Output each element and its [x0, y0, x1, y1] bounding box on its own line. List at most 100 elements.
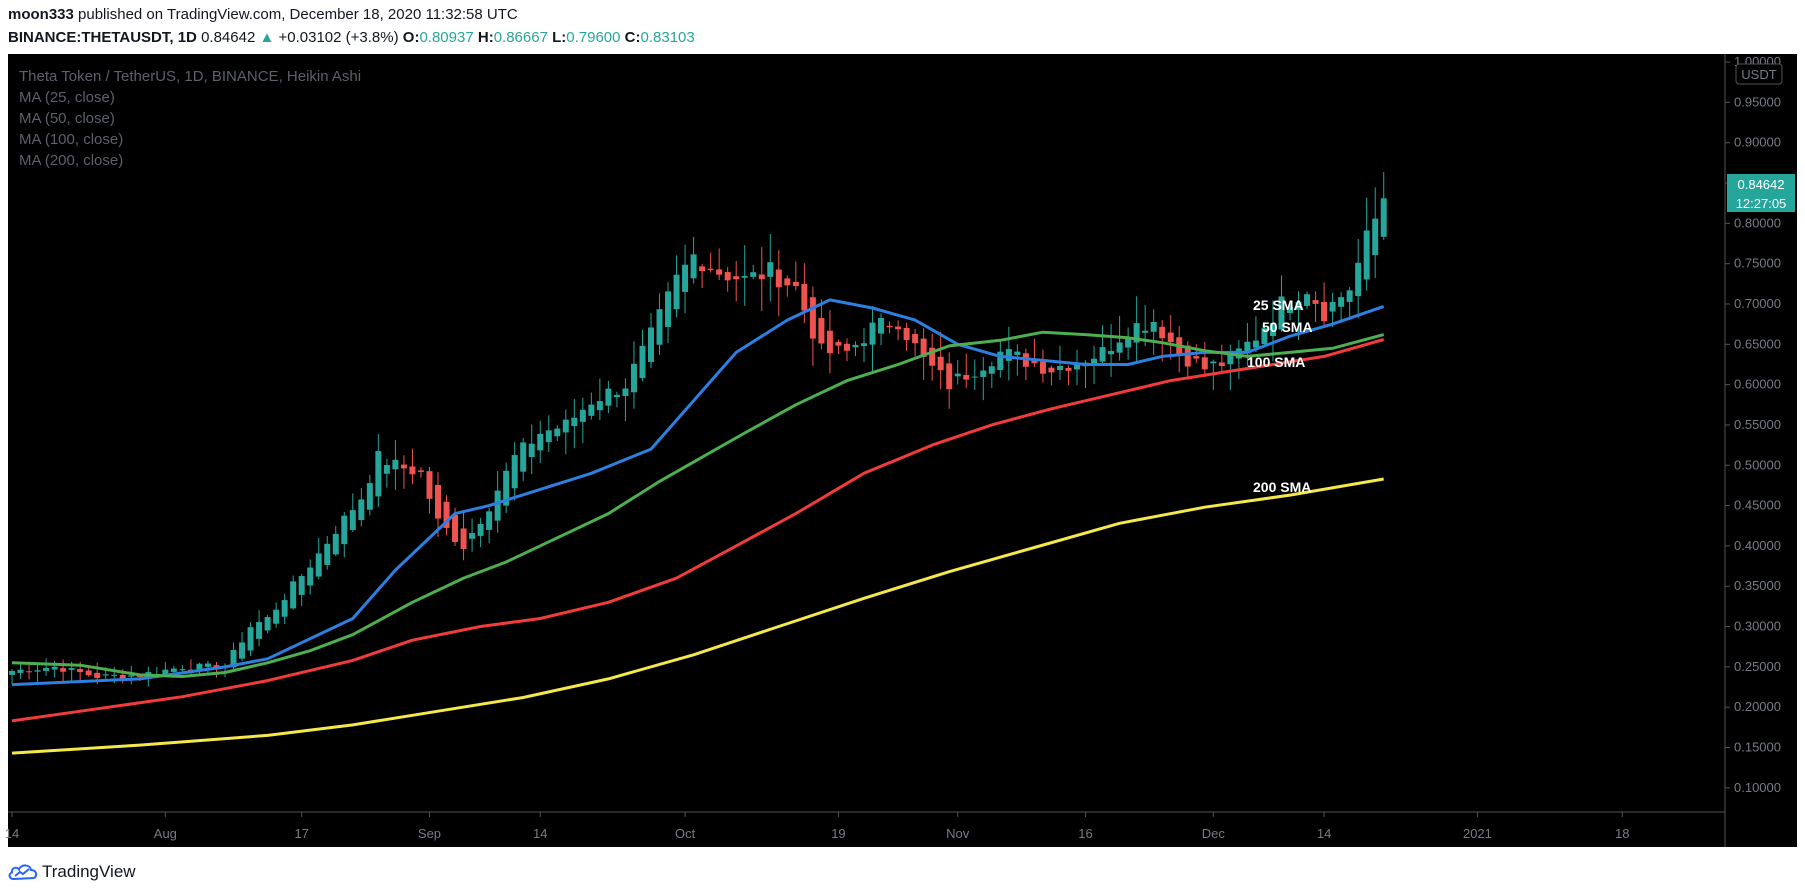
candle-body [358, 499, 365, 521]
candle-body [724, 272, 731, 281]
price-tick-label: 0.20000 [1734, 699, 1781, 714]
candle-body [136, 675, 143, 677]
time-tick-label: 18 [1615, 826, 1629, 841]
candle-body [281, 600, 288, 617]
candlestick-series [9, 172, 1387, 687]
candle-body [767, 262, 774, 277]
candle-body [843, 343, 850, 351]
candle-body [869, 322, 876, 345]
candle-body [1312, 300, 1319, 304]
candle-body [1074, 362, 1080, 370]
candle-body [630, 363, 637, 393]
price-tick-label: 0.65000 [1734, 336, 1781, 351]
candle-body [801, 283, 808, 311]
candle-body [460, 528, 467, 550]
last-price-marker: 0.84642 12:27:05 [1727, 174, 1795, 212]
candle-body [349, 510, 356, 530]
candle-body [1278, 296, 1285, 330]
candle-body [366, 483, 373, 510]
candle-body [290, 581, 297, 609]
candle-body [1269, 322, 1276, 337]
candle-body [937, 356, 944, 371]
time-tick-label: Aug [154, 826, 177, 841]
price-tick-label: 0.90000 [1734, 135, 1781, 150]
sma-annotations: 25 SMA 50 SMA 100 SMA 200 SMA [1247, 297, 1313, 495]
tradingview-cloud-icon [8, 864, 38, 881]
candle-body [1048, 367, 1055, 373]
candle-body [128, 675, 135, 677]
candle-body [963, 374, 970, 380]
candle-body [528, 443, 535, 458]
tradingview-footer[interactable]: TradingView [8, 861, 136, 883]
candle-body [878, 317, 885, 334]
candle-body [1031, 360, 1038, 364]
price-tick-label: 0.35000 [1734, 578, 1781, 593]
low-value: 0.79600 [566, 29, 621, 46]
candle-body [792, 281, 799, 287]
candle-body [196, 663, 203, 670]
price-tick-label: 0.45000 [1734, 498, 1781, 513]
candle-body [707, 268, 714, 271]
candle-body [1099, 347, 1106, 362]
candle-body [94, 672, 101, 678]
candle-body [34, 670, 41, 672]
candle-body [997, 351, 1004, 371]
author-name[interactable]: moon333 [8, 6, 74, 23]
candle-body [758, 274, 765, 280]
candle-body [383, 464, 390, 474]
publish-info: moon333 published on TradingView.com, De… [8, 6, 518, 23]
candle-body [1108, 350, 1115, 355]
candle-body [102, 674, 109, 676]
legend-ma-100[interactable]: MA (100, close) [19, 131, 123, 148]
legend-ma-200[interactable]: MA (200, close) [19, 152, 123, 169]
close-value: 0.83103 [640, 29, 695, 46]
price-tick-label: 0.10000 [1734, 780, 1781, 795]
candle-body [1380, 198, 1387, 237]
time-tick-label: 14 [533, 826, 547, 841]
candle-body [119, 674, 126, 679]
open-value: 0.80937 [419, 29, 474, 46]
time-tick-label: Oct [675, 826, 696, 841]
legend-ma-50[interactable]: MA (50, close) [19, 110, 115, 127]
time-tick-label: Dec [1202, 826, 1226, 841]
candle-body [775, 269, 782, 288]
candle-body [179, 669, 186, 671]
symbol-name[interactable]: BINANCE:THETAUSDT, 1D [8, 29, 197, 46]
candle-body [1261, 328, 1268, 345]
time-tick-label: Sep [418, 826, 441, 841]
published-text: published on TradingView.com, December 1… [78, 6, 518, 23]
candle-body [596, 401, 603, 411]
candle-body [716, 269, 723, 275]
candle-body [1065, 368, 1072, 371]
currency-badge[interactable]: USDT [1735, 63, 1783, 85]
candle-body [1005, 349, 1012, 361]
price-axis-panel[interactable] [1725, 54, 1797, 847]
symbol-info-bar: BINANCE:THETAUSDT, 1D 0.84642 ▲ +0.03102… [8, 29, 695, 46]
sma-line [11, 338, 1385, 723]
candle-body [409, 466, 416, 475]
candle-body [895, 326, 902, 330]
price-tick-label: 0.60000 [1734, 377, 1781, 392]
candle-body [741, 275, 748, 278]
candle-body [980, 370, 987, 377]
candle-body [954, 373, 961, 377]
legend-ma-25[interactable]: MA (25, close) [19, 89, 115, 106]
countdown-box [1727, 193, 1795, 212]
candle-body [494, 490, 501, 521]
candle-body [111, 674, 118, 676]
time-tick-label: 14 [5, 826, 19, 841]
candle-body [273, 609, 280, 624]
open-label: O: [402, 29, 420, 46]
candle-body [1304, 294, 1311, 306]
moving-average-lines [11, 298, 1385, 755]
candle-body [43, 668, 50, 671]
candle-body [307, 567, 314, 586]
candle-body [818, 317, 825, 344]
candle-body [1159, 326, 1166, 339]
price-tick-label: 0.55000 [1734, 417, 1781, 432]
up-triangle-icon: ▲ [259, 29, 275, 46]
price-tick-label: 0.95000 [1734, 94, 1781, 109]
candle-body [187, 669, 194, 671]
candle-body [750, 272, 757, 277]
